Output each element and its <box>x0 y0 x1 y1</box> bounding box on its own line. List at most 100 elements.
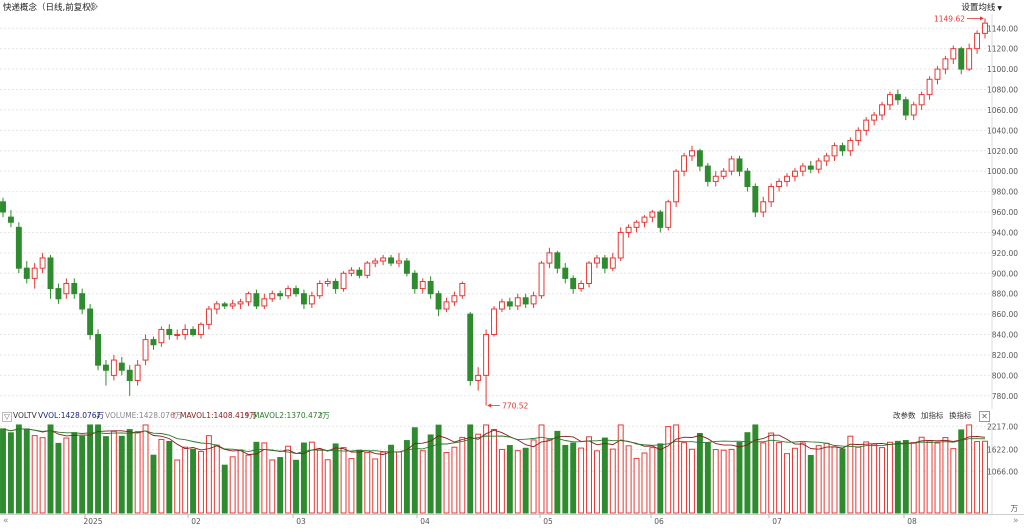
volume-bar <box>285 445 292 514</box>
candle-body <box>570 277 577 290</box>
volume-axis-label: 1622.00 <box>987 446 1018 455</box>
date-axis-label: 03 <box>296 517 306 526</box>
add-indicator-button[interactable]: 加指标 <box>921 411 944 420</box>
candle-body <box>396 260 402 264</box>
volume-bar <box>110 430 117 514</box>
candle-body <box>316 282 323 297</box>
candle-body <box>31 267 38 279</box>
volume-unit-label: 万 <box>1011 504 1019 513</box>
volume-bar <box>332 443 339 514</box>
volume-bar <box>324 459 331 514</box>
candle-body <box>182 328 189 336</box>
volume-bar <box>364 451 371 514</box>
candle-body <box>229 303 236 307</box>
scroll-left-icon[interactable]: « <box>3 516 9 526</box>
volume-bar <box>411 427 418 514</box>
candle-body <box>966 48 973 70</box>
candle-body <box>285 288 292 297</box>
volume-chart[interactable]: 2217.00 1622.00 1066.00 万 <box>0 423 1024 514</box>
volume-bar <box>348 458 355 514</box>
candle-body <box>681 155 688 172</box>
close-icon[interactable]: ✕ <box>979 411 990 422</box>
candle-body <box>934 68 941 80</box>
candle-body <box>79 293 86 310</box>
candle-body <box>982 22 988 34</box>
volume-bar <box>799 442 806 514</box>
candle-body <box>958 48 965 70</box>
volume-bar <box>768 432 775 514</box>
candle-body <box>340 272 347 290</box>
volume-bar <box>879 447 886 514</box>
change-params-button[interactable]: 改参数 <box>893 411 916 420</box>
candle-body <box>887 94 893 106</box>
candle-body <box>403 260 410 274</box>
volume-bar <box>633 457 640 514</box>
candle-body <box>530 295 537 305</box>
price-axis-label: 780.00 <box>992 392 1018 401</box>
price-axis-label: 1100.00 <box>987 65 1018 74</box>
candle-body <box>641 216 648 223</box>
volume-bar <box>221 464 228 514</box>
candle-body <box>63 282 70 295</box>
volume-bar <box>974 441 981 514</box>
candle-body <box>815 160 822 170</box>
low-marker-arrow-icon <box>487 403 492 408</box>
chart-title: 快递概念（日线,前复权） <box>3 3 100 13</box>
volume-bar <box>839 448 846 514</box>
price-axis-label: 820.00 <box>992 351 1018 360</box>
volume-bar <box>649 447 656 514</box>
volume-bar <box>863 441 870 514</box>
candle-body <box>894 94 901 101</box>
volume-bar <box>340 447 347 514</box>
volume-bar <box>261 442 268 514</box>
price-axis-label: 1120.00 <box>987 45 1018 54</box>
volume-bar <box>300 442 307 514</box>
candle-body <box>300 293 307 305</box>
price-axis-label: 1060.00 <box>987 106 1018 115</box>
candle-body <box>269 293 276 300</box>
scroll-right-icon[interactable]: » <box>1013 516 1019 526</box>
volume-bar <box>95 424 101 514</box>
switch-indicator-button[interactable]: 换指标 <box>949 411 972 420</box>
volume-bar <box>593 450 600 514</box>
volume-bar <box>427 434 434 514</box>
indicator-toggle[interactable]: ▽ <box>2 412 12 422</box>
candle-body <box>657 211 664 228</box>
volume-bar <box>554 430 561 514</box>
volume-bar <box>443 452 450 514</box>
candle-body <box>190 328 197 336</box>
volume-bar <box>134 431 141 514</box>
chart-header: 快递概念（日线,前复权） 设置均线 ▼ <box>0 0 1024 14</box>
candle-body <box>356 269 363 276</box>
candle-body <box>459 282 466 297</box>
volume-bar <box>71 432 78 514</box>
price-axis-label: 840.00 <box>992 331 1018 340</box>
candle-body <box>7 216 14 223</box>
date-axis-label: 02 <box>191 517 201 526</box>
gear-icon[interactable] <box>89 2 98 11</box>
volume-bar <box>586 436 592 514</box>
volume-bar <box>823 442 830 514</box>
candle-body <box>704 165 711 182</box>
candle-body <box>213 303 220 310</box>
volume-bar <box>403 440 410 514</box>
volume-bar <box>657 443 664 514</box>
mavol2-value: MAVOL2:1370.472万 <box>253 411 330 420</box>
candle-body <box>364 262 371 276</box>
volume-bar <box>372 458 379 514</box>
candle-body <box>942 58 949 70</box>
volume-bar <box>815 445 822 514</box>
candle-body <box>649 211 656 218</box>
candle-body <box>498 301 505 310</box>
candle-body <box>918 94 925 106</box>
volume-bar <box>752 424 759 514</box>
candle-body <box>443 301 450 310</box>
candle-body <box>237 301 244 305</box>
moving-average-settings-button[interactable]: 设置均线 ▼ <box>961 1 1002 13</box>
price-chart[interactable]: 1140.00 1120.00 1100.00 1080.00 1060.00 1040.… <box>0 14 1024 409</box>
candle-body <box>308 295 315 305</box>
volume-bar <box>681 442 688 514</box>
date-axis-label: 2025 <box>83 517 102 526</box>
candle-body <box>522 297 529 305</box>
vvol-arrow-icon: ↓ <box>95 411 102 420</box>
